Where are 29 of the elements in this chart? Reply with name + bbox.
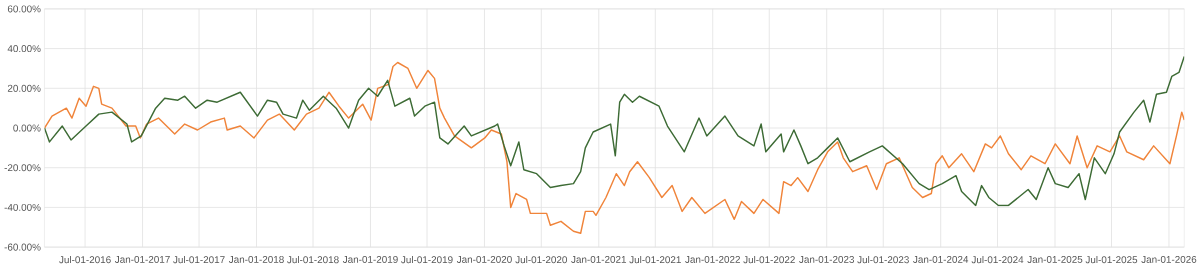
x-tick-label: Jan-01-2026 [1141,256,1197,264]
x-tick-label: Jan-01-2023 [799,256,855,264]
x-tick-label: Jan-01-2018 [228,256,284,264]
x-tick-label: Jan-01-2020 [456,256,512,264]
x-tick-label: Jan-01-2025 [1027,256,1083,264]
x-tick-label: Jul-01-2025 [1085,256,1138,264]
line-series [44,55,1185,207]
x-tick-label: Jul-01-2016 [59,256,111,264]
y-tick-label: 40.00% [7,45,41,53]
x-tick-label: Jul-01-2017 [173,256,225,264]
x-tick-label: Jul-01-2020 [515,256,567,264]
x-tick-label: Jul-01-2021 [629,256,681,264]
x-tick-label: Jan-01-2019 [342,256,398,264]
x-tick-label: Jul-01-2022 [743,256,795,264]
x-tick-label: Jul-01-2019 [401,256,453,264]
x-tick-label: Jan-01-2017 [114,256,170,264]
line-series [44,61,1185,235]
x-tick-label: Jan-01-2021 [571,256,627,264]
y-tick-label: -20.00% [4,164,41,172]
x-tick-label: Jul-01-2024 [971,256,1024,264]
x-tick-label: Jan-01-2022 [685,256,740,264]
y-tick-label: 60.00% [7,5,41,13]
y-tick-label: 20.00% [7,84,41,92]
x-tick-label: Jan-01-2024 [913,256,969,264]
x-tick-label: Jul-01-2018 [287,256,339,264]
y-tick-label: 0.00% [13,124,41,132]
x-tick-label: Jul-01-2023 [857,256,909,264]
y-tick-label: -40.00% [4,204,41,212]
y-tick-label: -60.00% [4,243,41,251]
